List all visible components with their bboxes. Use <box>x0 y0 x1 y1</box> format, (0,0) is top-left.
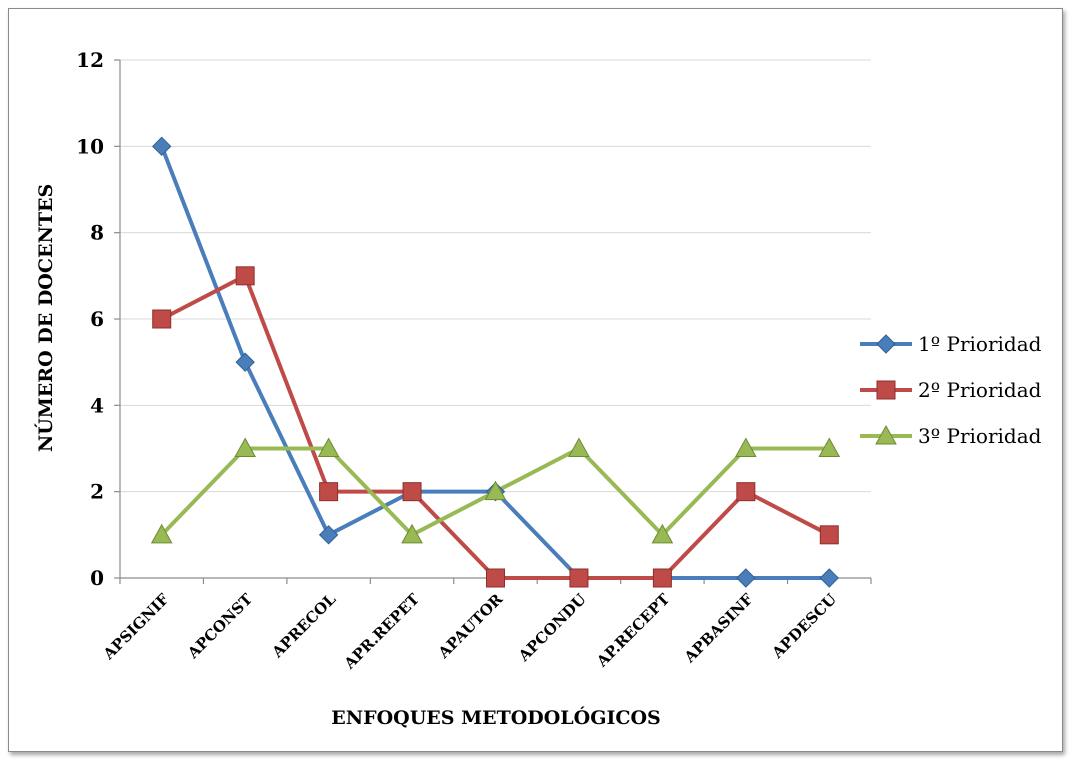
series-markers <box>150 136 841 588</box>
y-tick-label: 12 <box>76 48 104 72</box>
series-3-point <box>568 437 590 457</box>
legend-swatch-marker <box>875 424 897 445</box>
y-axis-title: NÚMERO DE DOCENTES <box>34 184 57 452</box>
y-tick-label: 10 <box>76 134 104 158</box>
series-1-point <box>819 568 839 588</box>
series-line-1 <box>159 144 832 580</box>
y-tick-label: 2 <box>90 480 104 504</box>
x-tick-labels: APSIGNIF APCONST APRECOL APR.REPET APAUTOR AP… <box>99 590 840 674</box>
legend-swatch-marker <box>876 334 896 354</box>
x-tick-label: APDESCU <box>768 590 840 662</box>
series-2-point <box>235 266 255 286</box>
legend-swatch-marker <box>876 380 896 400</box>
series-2-point <box>319 482 339 502</box>
series-2-point <box>486 568 505 588</box>
series-1-point <box>152 136 172 157</box>
x-tick-label: AP.RECEPT <box>592 590 673 671</box>
series-3-point <box>317 437 340 457</box>
series-2-point <box>569 568 589 588</box>
y-tick-label: 4 <box>90 393 104 417</box>
series-2-point <box>819 525 839 545</box>
legend-label: 2º Prioridad <box>918 378 1042 402</box>
series-2-point <box>652 568 672 588</box>
series-line-2 <box>159 273 832 580</box>
legend: 1º Prioridad 2º Prioridad 3º Prioridad <box>860 332 1042 448</box>
x-tick-label: APR.REPET <box>340 590 424 674</box>
series-2-point <box>402 482 422 502</box>
y-tick-label: 8 <box>90 221 104 245</box>
legend-label: 1º Prioridad <box>918 332 1042 356</box>
series-2-point <box>736 482 756 502</box>
series-lines <box>159 144 832 580</box>
legend-label: 3º Prioridad <box>918 424 1042 448</box>
y-tick-label: 6 <box>90 307 104 331</box>
series-3-point <box>401 523 423 544</box>
chart-frame <box>8 8 1063 752</box>
y-tick-labels: 0 2 4 6 8 10 12 <box>76 48 104 590</box>
series-3-point <box>818 437 841 457</box>
y-tick-label: 0 <box>90 566 104 590</box>
series-1-point <box>318 525 339 545</box>
series-1-point <box>235 352 255 372</box>
x-tick-label: APCONST <box>183 590 256 663</box>
x-tick-label: APBASINF <box>680 590 757 667</box>
series-3-point <box>150 523 173 544</box>
series-3-point <box>484 480 507 501</box>
x-tick-label: APAUTOR <box>434 590 507 663</box>
series-3-point <box>234 437 257 457</box>
x-tick-label: APSIGNIF <box>99 590 173 664</box>
series-3-point <box>651 523 674 544</box>
series-3-point <box>734 437 757 457</box>
x-axis-title: ENFOQUES METODOLÓGICOS <box>331 706 660 729</box>
series-2-point <box>152 309 172 329</box>
x-tick-label: APRECOL <box>268 590 340 662</box>
x-tick-label: APCONDU <box>514 590 589 665</box>
series-1-point <box>736 568 756 588</box>
